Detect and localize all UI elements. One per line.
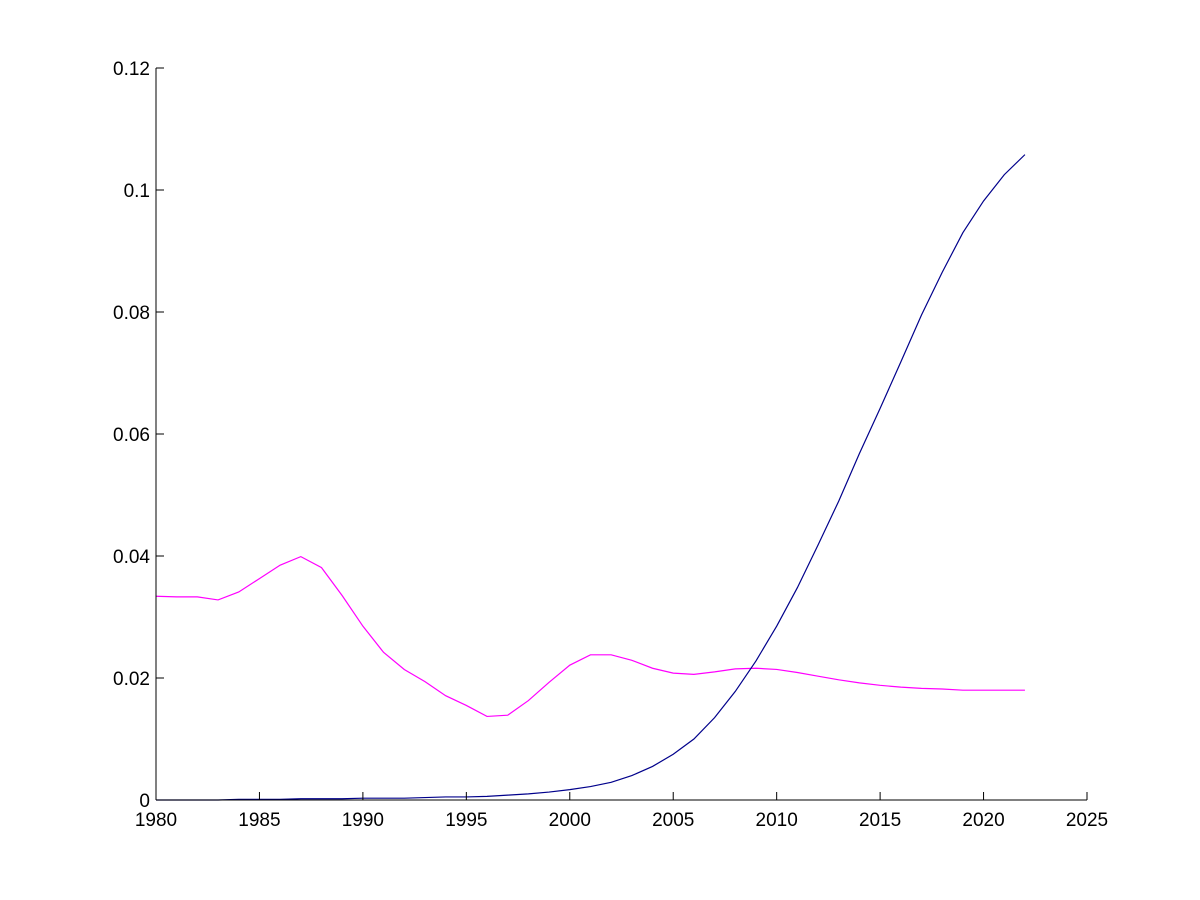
x-tick-label: 1990 <box>342 810 384 831</box>
y-axis-ticks: 0 0.02 0.04 0.06 0.08 0.1 0.12 <box>113 59 164 812</box>
series-layer <box>155 154 1026 801</box>
y-tick-label: 0.06 <box>113 425 150 446</box>
x-axis-ticks: 1980 1985 1990 1995 2000 2005 2010 2015 2020 2025 <box>135 792 1108 831</box>
x-tick-label: 1995 <box>445 810 487 831</box>
y-tick-label: 0.02 <box>113 669 150 690</box>
x-tick-label: 1985 <box>238 810 280 831</box>
y-tick-label: 0.08 <box>113 303 150 324</box>
x-tick-label: 2015 <box>859 810 901 831</box>
x-tick-label: 2020 <box>962 810 1004 831</box>
x-tick-label: 2005 <box>652 810 694 831</box>
series-line-1 <box>155 555 1025 718</box>
series-line-2 <box>156 154 1026 801</box>
y-tick-label: 0 <box>139 791 150 812</box>
y-tick-label: 0.1 <box>124 181 150 202</box>
y-tick-label: 0.04 <box>113 547 150 568</box>
x-tick-label: 2000 <box>549 810 591 831</box>
y-tick-label: 0.12 <box>113 59 150 80</box>
x-tick-label: 2025 <box>1066 810 1108 831</box>
x-tick-label: 2010 <box>756 810 798 831</box>
x-tick-label: 1980 <box>135 810 177 831</box>
